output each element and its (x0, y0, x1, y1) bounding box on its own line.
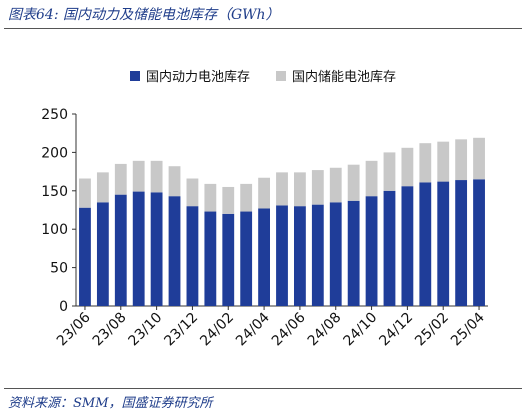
x-tick-label: 24/04 (233, 309, 273, 349)
x-tick-label: 24/02 (197, 310, 237, 350)
x-tick-label: 23/06 (54, 309, 94, 349)
bar-power-24/11 (383, 190, 396, 306)
bar-storage-24/03 (240, 183, 253, 212)
x-tick-label: 24/10 (341, 310, 381, 350)
y-tick-label: 100 (41, 222, 68, 238)
bar-storage-25/02 (437, 141, 450, 182)
x-tick-label: 24/08 (305, 310, 345, 350)
bar-storage-24/11 (383, 152, 396, 191)
legend-item-storage: 国内储能电池库存 (276, 66, 396, 85)
bar-power-24/01 (204, 211, 217, 306)
bar-power-23/11 (168, 196, 181, 306)
bar-storage-24/06 (294, 172, 306, 207)
y-tick-label: 200 (41, 145, 68, 161)
bar-power-24/05 (276, 205, 288, 306)
bar-power-25/02 (437, 181, 450, 306)
bar-power-23/06 (79, 207, 91, 306)
bar-storage-23/07 (96, 172, 109, 203)
bar-storage-24/01 (204, 183, 217, 212)
bar-power-23/10 (150, 192, 163, 306)
bar-storage-23/06 (79, 178, 91, 208)
bar-power-24/04 (258, 208, 270, 306)
legend-label-storage: 国内储能电池库存 (292, 70, 397, 85)
bar-storage-24/07 (311, 170, 324, 205)
bar-power-25/04 (473, 179, 485, 306)
bar-power-24/02 (222, 213, 235, 306)
bar-storage-24/09 (347, 164, 360, 201)
bar-storage-24/02 (222, 186, 235, 214)
bar-storage-23/11 (168, 166, 181, 197)
bar-storage-25/04 (473, 137, 485, 180)
legend-swatch-storage (276, 70, 286, 81)
bar-power-25/01 (419, 182, 432, 306)
bar-storage-23/09 (132, 160, 145, 192)
bar-power-23/08 (114, 194, 127, 306)
y-tick-label: 250 (41, 107, 68, 123)
legend-label-power: 国内动力电池库存 (145, 70, 250, 85)
bar-power-24/12 (401, 186, 414, 306)
bar-storage-24/04 (258, 177, 270, 209)
bar-power-24/08 (329, 202, 342, 306)
y-tick-label: 50 (50, 261, 68, 277)
bar-storage-23/12 (186, 178, 199, 207)
bar-power-24/06 (294, 206, 306, 306)
bar-power-25/03 (455, 180, 468, 306)
bar-power-23/07 (96, 202, 109, 306)
bar-storage-25/03 (455, 139, 468, 181)
source-divider (4, 388, 522, 389)
x-tick-label: 25/02 (412, 310, 452, 350)
chart-title: 图表64: 国内动力及储能电池库存（GWh） (8, 7, 280, 23)
bar-storage-24/12 (401, 147, 414, 187)
y-tick-label: 0 (59, 299, 68, 315)
bar-power-24/03 (240, 211, 253, 306)
x-tick-label: 23/10 (126, 310, 166, 350)
bar-storage-23/10 (150, 160, 163, 193)
bar-storage-24/08 (329, 167, 342, 203)
bar-power-23/09 (132, 191, 145, 306)
legend: 国内动力电池库存 国内储能电池库存 (0, 66, 526, 85)
bar-power-24/07 (311, 204, 324, 306)
bar-storage-24/10 (365, 160, 378, 197)
x-tick-label: 23/12 (161, 310, 201, 350)
legend-swatch-power (129, 70, 140, 81)
bar-storage-25/01 (419, 143, 432, 183)
bar-power-24/10 (365, 196, 378, 306)
bar-power-24/09 (347, 200, 360, 306)
source-note: 资料来源：SMM，国盛证券研究所 (8, 396, 213, 411)
bar-power-23/12 (186, 206, 199, 306)
x-tick-label: 24/12 (376, 310, 416, 350)
title-divider (4, 28, 522, 29)
y-tick-label: 150 (41, 184, 68, 200)
x-tick-label: 23/08 (90, 310, 130, 350)
bar-storage-23/08 (114, 163, 127, 195)
legend-item-power: 国内动力电池库存 (129, 66, 250, 85)
x-tick-label: 24/06 (269, 309, 309, 349)
bar-storage-24/05 (276, 172, 288, 206)
x-tick-label: 25/04 (448, 309, 488, 349)
